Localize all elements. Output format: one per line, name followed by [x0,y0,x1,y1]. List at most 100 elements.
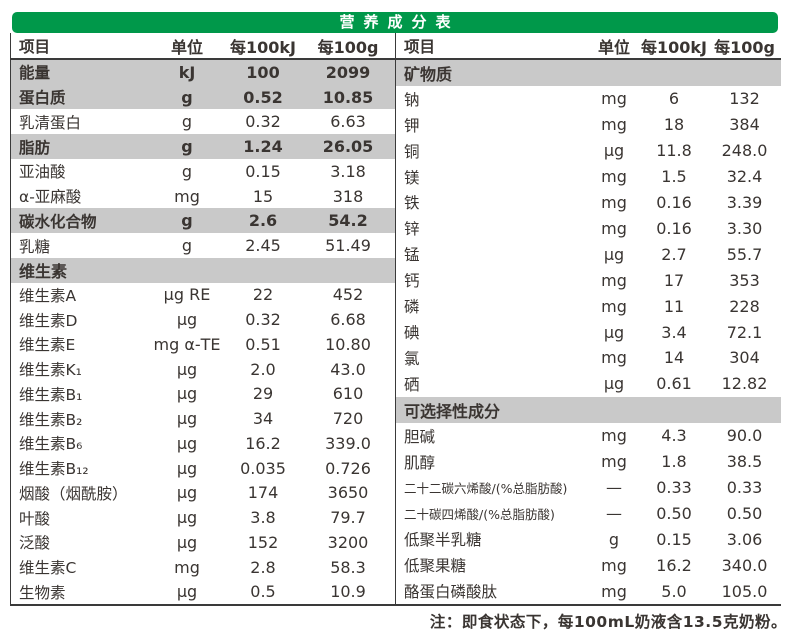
table-row: 叶酸 μg 3.8 79.7 [11,505,395,530]
unit-cell: mg [601,218,627,238]
unit-cell: — [606,503,622,523]
per-100g-cell: 132 [729,89,760,109]
per-100kj-cell: 15 [252,186,274,206]
item-name-cell: 生物素 [19,583,66,602]
item-name-cell: 肌醇 [404,453,436,472]
table-row: 钙 mg 17 353 [396,267,781,293]
per-100kj-cell: 16.2 [656,555,692,575]
per-100kj-cell: 0.15 [656,529,692,549]
per-100kj-cell: 0.52 [243,87,283,107]
unit-cell: μg RE [163,285,211,305]
unit-cell: μg [176,310,198,330]
table-row: 氯 mg 14 304 [396,345,781,371]
per-100g-cell: 43.0 [330,359,366,379]
per-100g-cell: 54.2 [328,211,368,231]
unit-cell: mg [601,348,627,368]
per-100g-cell: 720 [332,409,364,429]
table-row: 低聚果糖 mg 16.2 340.0 [396,552,781,578]
item-name-cell: 维生素E [19,336,76,355]
per-100g-cell: 51.49 [325,236,371,255]
nutrition-rows-left: 能量 kJ 100 2099 蛋白质 g 0.52 10.85 乳清蛋白 g 0.32 6.63 脂肪 g… [11,60,395,604]
per-100kj-cell: 2.8 [250,557,276,577]
per-100g-cell: 90.0 [726,426,763,446]
table-row: 乳清蛋白 g 0.32 6.63 [11,109,395,134]
column-header-per100g: 每100g [714,37,775,57]
per-100kj-cell: 34 [252,409,274,429]
unit-cell: g [181,161,193,181]
per-100kj-cell: 18 [663,115,685,135]
item-name-cell: 铁 [404,194,420,213]
table-row: 二十二碳六烯酸/(%总脂肪酸) — 0.33 0.33 [396,475,781,501]
per-100kj-cell: 1.24 [243,137,283,157]
per-100g-cell: 304 [729,348,760,368]
table-row: 维生素B₂ μg 34 720 [11,406,395,431]
per-100g-cell: 3.39 [726,192,763,212]
unit-cell: g [608,529,620,549]
table-row: 钠 mg 6 132 [396,86,781,112]
per-100g-cell: 55.7 [726,244,763,264]
column-header-per100g: 每100g [317,37,379,57]
table-row: 烟酸（烟酰胺） μg 174 3650 [11,480,395,505]
item-name-cell: 维生素D [19,311,78,330]
per-100g-cell: 6.63 [330,112,366,132]
unit-cell: μg [176,582,198,602]
per-100g-cell: 610 [332,384,364,404]
unit-cell: mg [601,89,627,109]
per-100g-cell: 105.0 [721,581,768,601]
item-name-cell: 碘 [404,324,420,343]
section-row: 可选择性成分 [396,396,781,423]
item-name-cell: 二十碳四烯酸/(%总脂肪酸) [404,506,555,522]
nutrition-rows-right: 矿物质钠 mg 6 132 钾 mg 18 384 铜 μg 11.8 248.0 镁 mg 1.5 32.4… [396,60,781,604]
per-100kj-cell: 5.0 [661,581,687,601]
per-100kj-cell: 1.5 [661,167,687,187]
table-row: 能量 kJ 100 2099 [11,60,395,85]
item-name-cell: 酪蛋白磷酸肽 [404,583,498,602]
per-100kj-cell: 0.61 [656,374,692,394]
per-100g-cell: 10.85 [322,87,374,107]
per-100kj-cell: 0.16 [656,192,692,212]
per-100g-cell: 248.0 [721,141,768,161]
table-row: 维生素A μg RE 22 452 [11,283,395,308]
item-name-cell: 维生素B₁ [19,385,83,404]
per-100kj-cell: 17 [663,270,685,290]
unit-cell: mg [601,192,627,212]
table-row: 乳糖 g 2.45 51.49 [11,233,395,258]
footnote: 注：即食状态下，每100mL奶液含13.5克奶粉。 [429,613,787,631]
per-100g-cell: 340.0 [721,555,768,575]
table-row: 脂肪 g 1.24 26.05 [11,134,395,159]
table-row: 低聚半乳糖 g 0.15 3.06 [396,526,781,552]
item-name-cell: 低聚半乳糖 [404,531,482,550]
per-100g-cell: 79.7 [330,508,366,528]
item-name-cell: 磷 [404,298,420,317]
section-title: 维生素 [19,262,68,282]
per-100kj-cell: 0.33 [656,477,692,497]
column-header-per100kj: 每100kJ [641,37,707,57]
item-name-cell: 镁 [404,168,420,187]
per-100g-cell: 72.1 [726,322,763,342]
per-100kj-cell: 2.45 [245,236,281,255]
item-name-cell: 维生素B₆ [19,435,83,454]
per-100kj-cell: 0.15 [245,161,281,181]
unit-cell: g [181,137,193,157]
per-100g-cell: 228 [729,296,760,316]
per-100g-cell: 10.80 [325,334,371,354]
table-row: 锌 mg 0.16 3.30 [396,215,781,241]
item-name-cell: 碳水化合物 [19,212,97,231]
item-name-cell: 叶酸 [19,509,51,528]
column-header-item: 项目 [404,37,436,56]
per-100g-cell: 0.726 [325,458,371,478]
table-row: α-亚麻酸 mg 15 318 [11,184,395,209]
nutrition-table-left: 项目 单位 每100kJ 每100g 能量 kJ 100 2099 蛋白质 g 0.52 10… [11,33,396,604]
item-name-cell: 钾 [404,116,420,135]
unit-cell: μg [176,483,198,503]
per-100kj-cell: 2.0 [250,359,276,379]
item-name-cell: 维生素B₁₂ [19,460,89,479]
per-100g-cell: 2099 [325,62,371,82]
section-title: 可选择性成分 [404,401,501,421]
unit-cell: μg [176,384,198,404]
per-100kj-cell: 14 [663,348,685,368]
unit-cell: kJ [178,62,196,82]
table-header-right: 项目 单位 每100kJ 每100g [396,33,781,60]
per-100kj-cell: 4.3 [661,426,687,446]
